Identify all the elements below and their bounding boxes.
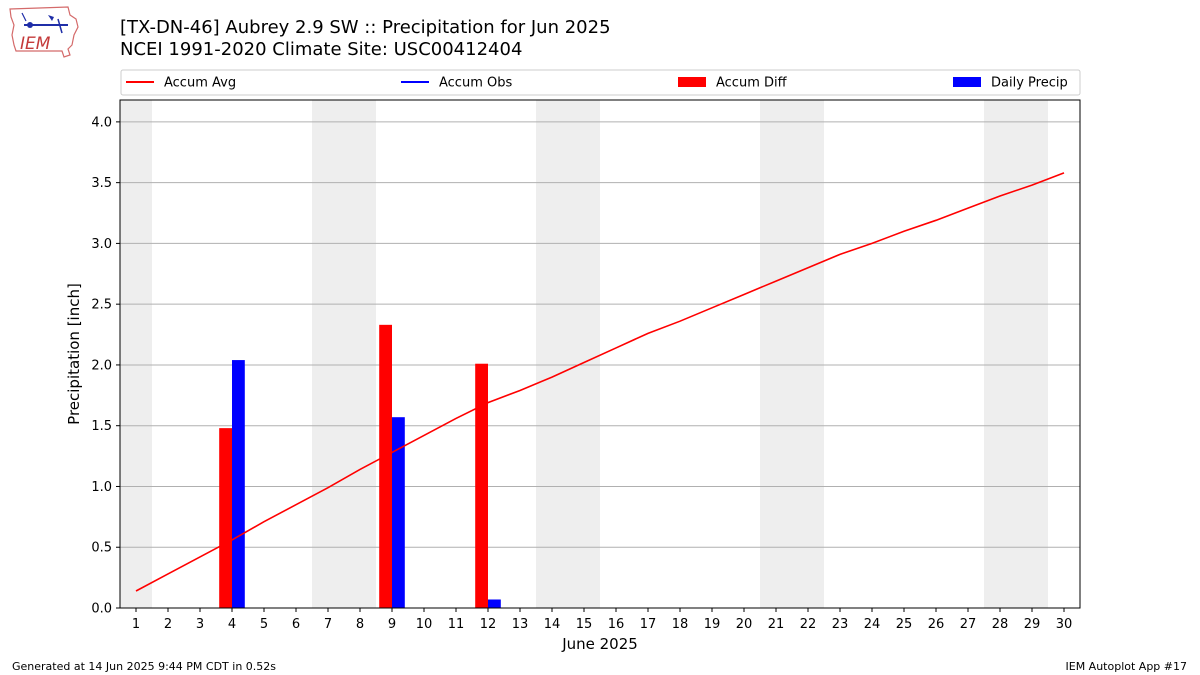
x-tick-label: 26 (928, 617, 945, 632)
x-tick-label: 8 (356, 617, 364, 632)
iem-logo: IEM (8, 5, 80, 63)
legend: Accum Avg Accum Obs Accum Diff Daily Precip (126, 76, 1068, 91)
x-tick-label: 9 (388, 617, 396, 632)
y-axis-ticks: 0.0 0.5 1.0 1.5 2.0 2.5 3.0 3.5 4.0 (91, 115, 120, 617)
y-tick-label: 3.0 (91, 237, 112, 252)
y-tick-label: 2.0 (91, 358, 112, 373)
legend-box (120, 69, 1081, 96)
y-tick-label: 0.0 (91, 602, 112, 617)
x-tick-label: 23 (832, 617, 849, 632)
app-label: IEM Autoplot App #17 (1065, 660, 1188, 673)
bar-accum-diff-day-4 (219, 428, 232, 608)
x-tick-label: 5 (260, 617, 268, 632)
bar-accum-diff-day-9 (379, 324, 392, 608)
x-tick-label: 14 (544, 617, 561, 632)
x-tick-label: 28 (992, 617, 1009, 632)
x-tick-label: 19 (704, 617, 721, 632)
bar-daily-precip-day-4 (232, 360, 245, 608)
legend-label-accum-diff: Accum Diff (716, 76, 788, 91)
weekend-shade-0 (120, 100, 152, 608)
x-tick-label: 2 (164, 617, 172, 632)
x-tick-label: 27 (960, 617, 977, 632)
x-tick-label: 10 (416, 617, 433, 632)
bar-daily-precip-day-12 (488, 599, 501, 608)
x-tick-label: 30 (1056, 617, 1073, 632)
legend-label-accum-avg: Accum Avg (164, 76, 236, 91)
chart-subtitle: NCEI 1991-2020 Climate Site: USC00412404 (120, 39, 523, 60)
x-tick-label: 25 (896, 617, 913, 632)
weekend-shade-4 (984, 100, 1048, 608)
x-axis-label: June 2025 (561, 635, 638, 653)
bar-daily-precip-day-9 (392, 417, 405, 608)
generated-timestamp: Generated at 14 Jun 2025 9:44 PM CDT in … (12, 660, 277, 673)
x-tick-label: 21 (768, 617, 785, 632)
plot-frame (119, 99, 1081, 609)
x-tick-label: 3 (196, 617, 204, 632)
chart-title: [TX-DN-46] Aubrey 2.9 SW :: Precipitatio… (120, 17, 611, 38)
x-tick-label: 4 (228, 617, 236, 632)
legend-label-daily-precip: Daily Precip (991, 76, 1068, 91)
line-accum-avg (135, 172, 1065, 592)
x-axis-ticks: 1 2 3 4 5 6 7 8 9 10 11 12 13 14 15 16 17 18 19 20 21 22 23 24 2… (132, 608, 1072, 632)
y-tick-label: 4.0 (91, 115, 112, 130)
x-tick-label: 24 (864, 617, 881, 632)
iem-logo-text: IEM (20, 34, 51, 54)
y-tick-label: 3.5 (91, 176, 112, 191)
x-tick-label: 16 (608, 617, 625, 632)
weekend-shade-3 (760, 100, 824, 608)
x-tick-label: 15 (576, 617, 593, 632)
x-tick-label: 17 (640, 617, 657, 632)
lines (135, 172, 1065, 592)
x-tick-label: 1 (132, 617, 140, 632)
weekend-shade-2 (536, 100, 600, 608)
x-tick-label: 20 (736, 617, 753, 632)
x-tick-label: 18 (672, 617, 689, 632)
y-tick-label: 1.0 (91, 480, 112, 495)
bar-accum-diff-day-12 (475, 363, 488, 608)
x-tick-label: 13 (512, 617, 529, 632)
x-tick-label: 29 (1024, 617, 1041, 632)
legend-label-accum-obs: Accum Obs (439, 76, 512, 91)
weekend-shading (120, 100, 1048, 608)
y-tick-label: 1.5 (91, 419, 112, 434)
legend-swatch-accum-diff (678, 77, 706, 87)
x-tick-label: 11 (448, 617, 465, 632)
bars (219, 324, 501, 608)
y-axis-label: Precipitation [inch] (65, 283, 83, 425)
x-tick-label: 6 (292, 617, 300, 632)
legend-swatch-daily-precip (953, 77, 981, 87)
x-tick-label: 7 (324, 617, 332, 632)
x-tick-label: 12 (480, 617, 497, 632)
weekend-shade-1 (312, 100, 376, 608)
y-tick-label: 0.5 (91, 541, 112, 556)
x-tick-label: 22 (800, 617, 817, 632)
y-tick-label: 2.5 (91, 298, 112, 313)
